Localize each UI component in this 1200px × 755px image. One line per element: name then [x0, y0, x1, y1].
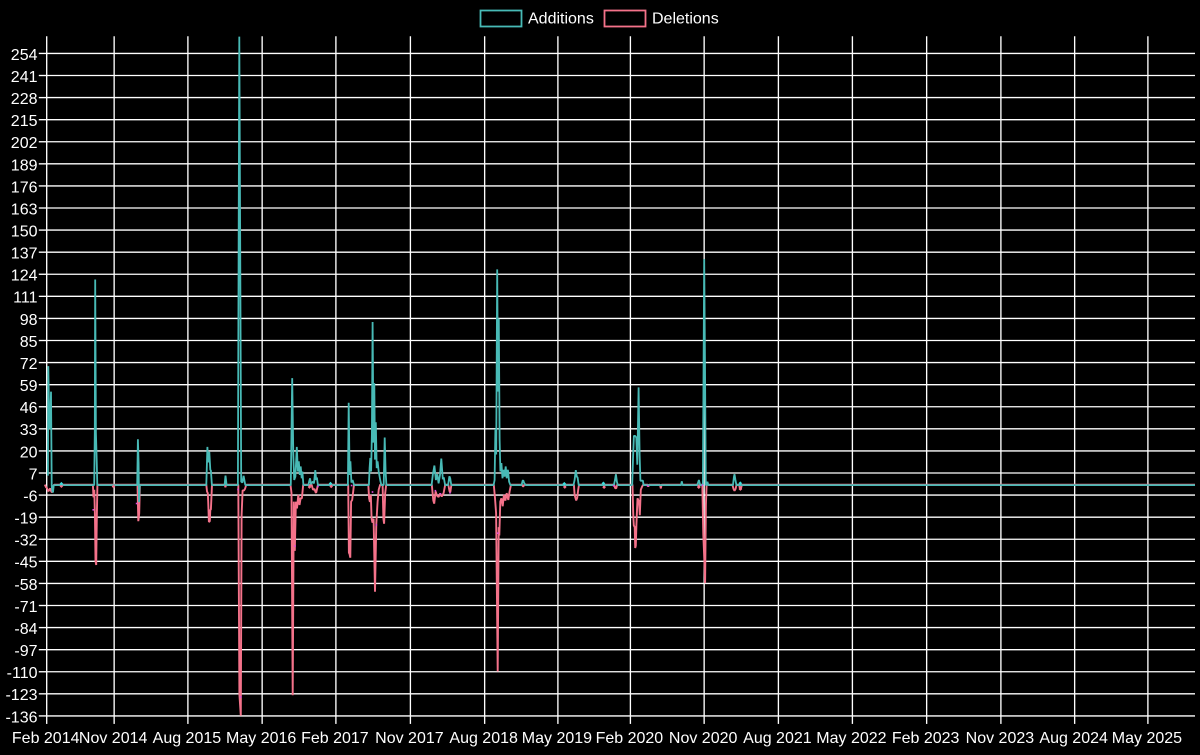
svg-text:-32: -32 — [14, 533, 37, 550]
svg-text:241: 241 — [11, 69, 38, 86]
svg-text:Nov 2020: Nov 2020 — [669, 730, 738, 747]
svg-text:Aug 2024: Aug 2024 — [1039, 730, 1108, 747]
svg-text:Deletions: Deletions — [652, 11, 719, 28]
svg-text:Feb 2020: Feb 2020 — [596, 730, 664, 747]
svg-text:254: 254 — [11, 47, 38, 64]
svg-text:-84: -84 — [14, 621, 37, 638]
svg-text:46: 46 — [20, 400, 38, 417]
svg-text:137: 137 — [11, 246, 38, 263]
svg-text:-71: -71 — [14, 599, 37, 616]
svg-text:-123: -123 — [5, 687, 37, 704]
svg-text:72: 72 — [20, 356, 38, 373]
svg-text:May 2025: May 2025 — [1112, 730, 1182, 747]
svg-text:May 2022: May 2022 — [816, 730, 886, 747]
svg-text:111: 111 — [13, 290, 37, 307]
svg-text:-136: -136 — [5, 709, 37, 726]
svg-text:-58: -58 — [14, 577, 37, 594]
svg-text:215: 215 — [11, 113, 38, 130]
svg-text:59: 59 — [20, 378, 38, 395]
svg-text:Feb 2014: Feb 2014 — [12, 730, 80, 747]
svg-text:98: 98 — [20, 312, 38, 329]
svg-text:202: 202 — [11, 135, 38, 152]
svg-text:Additions: Additions — [528, 11, 594, 28]
svg-text:-110: -110 — [7, 665, 38, 682]
svg-text:228: 228 — [11, 91, 38, 108]
svg-text:124: 124 — [11, 268, 38, 285]
svg-text:Aug 2015: Aug 2015 — [153, 730, 222, 747]
svg-text:Nov 2014: Nov 2014 — [79, 730, 148, 747]
svg-text:Aug 2021: Aug 2021 — [743, 730, 812, 747]
svg-text:Nov 2017: Nov 2017 — [375, 730, 444, 747]
svg-text:7: 7 — [29, 466, 38, 483]
svg-text:163: 163 — [11, 201, 38, 218]
svg-text:Feb 2017: Feb 2017 — [301, 730, 369, 747]
svg-text:May 2019: May 2019 — [522, 730, 592, 747]
svg-text:May 2016: May 2016 — [226, 730, 296, 747]
svg-text:33: 33 — [20, 422, 38, 439]
svg-text:189: 189 — [11, 157, 38, 174]
svg-text:-6: -6 — [23, 488, 37, 505]
svg-text:176: 176 — [11, 179, 38, 196]
svg-text:Nov 2023: Nov 2023 — [966, 730, 1035, 747]
svg-text:-97: -97 — [14, 643, 37, 660]
svg-text:85: 85 — [20, 334, 38, 351]
svg-text:Feb 2023: Feb 2023 — [892, 730, 960, 747]
svg-text:Aug 2018: Aug 2018 — [449, 730, 518, 747]
svg-text:150: 150 — [11, 223, 38, 240]
svg-text:20: 20 — [20, 444, 38, 461]
svg-text:-19: -19 — [14, 511, 37, 528]
svg-text:-45: -45 — [14, 555, 37, 572]
